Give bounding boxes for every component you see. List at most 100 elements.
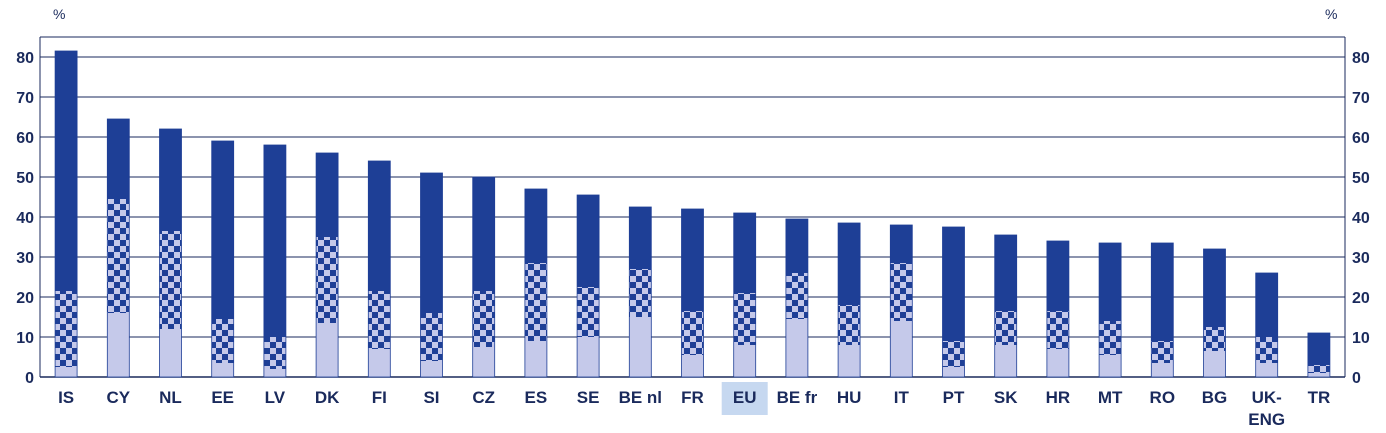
- highlight-label-bg: [721, 382, 768, 415]
- x-tick-label: SE: [577, 388, 600, 407]
- x-tick-label: FR: [681, 388, 704, 407]
- bar-segment-2-nl: [159, 231, 182, 329]
- bar-outline: [1203, 248, 1226, 378]
- x-tick-label: MT: [1098, 388, 1123, 407]
- bar-segment-2-fr: [681, 311, 704, 355]
- bar-segment-3-eu: [733, 213, 756, 293]
- bar-segment-3-cy: [107, 119, 130, 199]
- bar-segment-2-tr: [1307, 365, 1330, 373]
- x-tick-label: BE fr: [777, 388, 818, 407]
- bar-segment-2-cy: [107, 199, 130, 313]
- bar-segment-1-cy: [107, 313, 130, 377]
- bar-outline: [211, 140, 235, 378]
- y-tick-label-right: 30: [1352, 250, 1370, 267]
- bar-segment-1-fi: [368, 349, 391, 377]
- bar-segment-1-be-nl: [629, 317, 652, 377]
- x-tick-label: BG: [1202, 388, 1228, 407]
- bar-outline: [785, 218, 809, 378]
- x-tick-label: TR: [1308, 388, 1331, 407]
- x-tick-label: NL: [159, 388, 182, 407]
- bar-segment-3-nl: [159, 129, 182, 231]
- bar-segment-1-tr: [1307, 373, 1330, 377]
- bar-segment-1-hu: [838, 345, 861, 377]
- bar-outline: [733, 212, 757, 378]
- bar-outline: [472, 176, 496, 378]
- bar-outline: [263, 144, 287, 378]
- bar-segment-1-be-fr: [785, 319, 808, 377]
- bar-segment-3-is: [55, 51, 78, 291]
- bar-segment-1-nl: [159, 329, 182, 377]
- bar-segment-2-mt: [1099, 321, 1122, 355]
- bar-segment-2-fi: [368, 291, 391, 349]
- bar-outline: [994, 234, 1018, 378]
- y-tick-label-left: 50: [16, 170, 34, 187]
- y-tick-label-left: 0: [25, 370, 34, 387]
- bar-segment-3-sk: [994, 235, 1017, 311]
- y-tick-label-right: 40: [1352, 210, 1370, 227]
- bar-outline: [942, 226, 965, 378]
- bar-segment-3-si: [420, 173, 443, 313]
- bar-segment-3-pt: [942, 227, 965, 341]
- x-tick-label: EU: [733, 388, 757, 407]
- bar-segment-3-fr: [681, 209, 704, 311]
- bar-segment-1-eu: [733, 345, 756, 377]
- x-tick-label: UK-: [1252, 388, 1282, 407]
- bar-segment-3-se: [577, 195, 600, 287]
- bar-outline: [106, 118, 130, 378]
- bar-segment-2-ee: [211, 319, 234, 363]
- bar-segment-2-lv: [263, 337, 286, 369]
- x-tick-label: HR: [1046, 388, 1071, 407]
- category-labels: IS CY NL EE LV DK FI SI CZ ES SE BE nl FR EU BE fr HU IT…: [58, 382, 1330, 429]
- bars: [54, 50, 1331, 378]
- bar-outline: [54, 50, 78, 378]
- bar-segment-2-se: [577, 287, 600, 337]
- bar-segment-1-bg: [1203, 351, 1226, 377]
- bar-segment-3-dk: [316, 153, 339, 237]
- bar-segment-2-it: [890, 263, 913, 321]
- bar-segment-3-cz: [472, 177, 495, 291]
- bar-segment-3-hr: [1046, 241, 1069, 311]
- y-tick-label-left: 10: [16, 330, 34, 347]
- bar-segment-3-ro: [1151, 243, 1174, 341]
- x-tick-label: IS: [58, 388, 74, 407]
- bar-outline: [1307, 332, 1331, 378]
- bar-segment-1-se: [577, 337, 600, 377]
- x-tick-label: CZ: [472, 388, 495, 407]
- bar-segment-3-ee: [211, 141, 234, 319]
- y-tick-label-left: 80: [16, 50, 34, 67]
- bar-outline: [367, 160, 391, 378]
- y-tick-label-left: 70: [16, 90, 34, 107]
- bar-segment-2-eu: [733, 293, 756, 345]
- x-tick-label: SK: [994, 388, 1018, 407]
- bar-outline: [1098, 242, 1122, 378]
- y-tick-label-right: 70: [1352, 90, 1370, 107]
- y-tick-label-right: 10: [1352, 330, 1370, 347]
- bar-outline: [159, 128, 182, 378]
- bar-segment-2-is: [55, 291, 78, 367]
- y-tick-label-right: 60: [1352, 130, 1370, 147]
- x-tick-label: ES: [525, 388, 548, 407]
- bar-outline: [1255, 272, 1279, 378]
- bar-segment-3-lv: [263, 145, 286, 337]
- x-tick-label-line2: ENG: [1248, 410, 1285, 429]
- x-tick-label: SI: [423, 388, 439, 407]
- y-tick-label-right: 0: [1352, 370, 1361, 387]
- x-tick-label: IT: [894, 388, 910, 407]
- bar-segment-1-hr: [1046, 349, 1069, 377]
- bar-segment-2-be-fr: [785, 273, 808, 319]
- x-tick-label: LV: [265, 388, 286, 407]
- x-tick-label: CY: [106, 388, 130, 407]
- bar-segment-2-be-nl: [629, 269, 652, 317]
- y-tick-label-left: 40: [16, 210, 34, 227]
- bar-segment-1-sk: [994, 345, 1017, 377]
- bar-segment-2-ro: [1151, 341, 1174, 363]
- y-tick-label-right: 50: [1352, 170, 1370, 187]
- bar-segment-2-sk: [994, 311, 1017, 345]
- bar-segment-1-uk-: [1255, 363, 1278, 377]
- bar-segment-2-hu: [838, 305, 861, 345]
- y-tick-label-right: 80: [1352, 50, 1370, 67]
- bar-segment-1-es: [524, 341, 547, 377]
- right-unit-label: %: [1325, 6, 1337, 22]
- bar-segment-3-it: [890, 225, 913, 263]
